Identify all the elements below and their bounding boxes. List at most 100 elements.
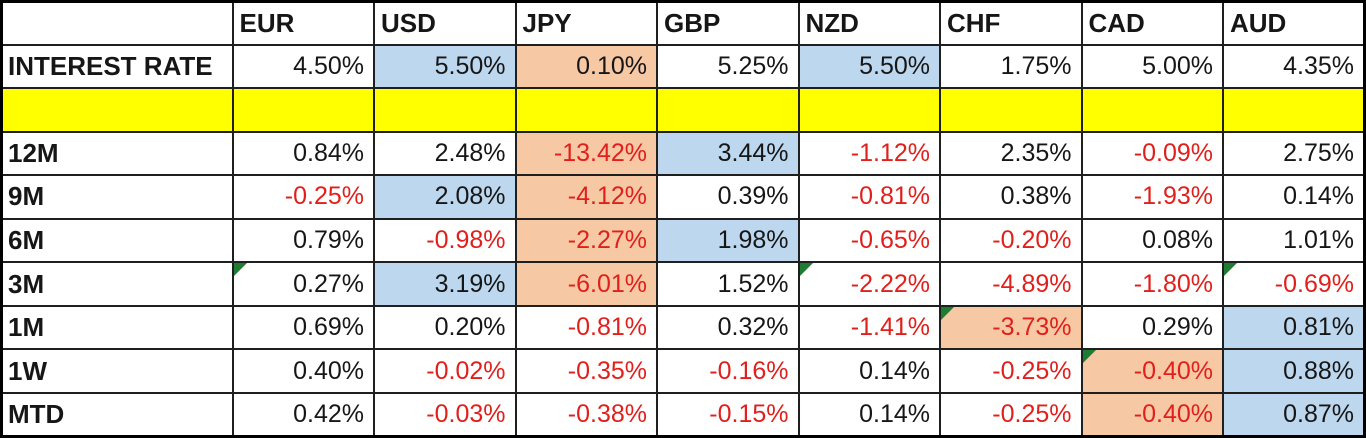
- value-cell[interactable]: 0.84%: [231, 130, 375, 177]
- value-cell[interactable]: -0.03%: [373, 391, 517, 438]
- cell-flag-triangle-icon: [800, 264, 813, 277]
- spacer-cell[interactable]: [514, 87, 658, 133]
- row-label[interactable]: [0, 87, 234, 133]
- value-cell[interactable]: 0.87%: [1222, 391, 1366, 438]
- spacer-cell[interactable]: [373, 87, 517, 133]
- value-cell[interactable]: -4.89%: [939, 261, 1083, 307]
- row-label[interactable]: 1M: [0, 304, 234, 351]
- cell-value: 3.19%: [434, 269, 506, 298]
- value-cell[interactable]: 5.50%: [373, 43, 517, 90]
- value-cell[interactable]: -0.40%: [1080, 348, 1224, 394]
- spacer-cell[interactable]: [1222, 87, 1366, 133]
- value-cell[interactable]: 0.79%: [231, 217, 375, 264]
- value-cell[interactable]: 5.25%: [656, 43, 800, 90]
- value-cell[interactable]: -0.25%: [231, 174, 375, 220]
- row-label[interactable]: 12M: [0, 130, 234, 177]
- row-label[interactable]: 6M: [0, 217, 234, 264]
- value-cell[interactable]: 0.69%: [231, 304, 375, 351]
- value-cell[interactable]: 2.35%: [939, 130, 1083, 177]
- value-cell[interactable]: -0.38%: [514, 391, 658, 438]
- value-cell[interactable]: -1.41%: [797, 304, 941, 351]
- column-header-chf[interactable]: CHF: [939, 0, 1083, 46]
- value-cell[interactable]: -0.15%: [656, 391, 800, 438]
- column-header-aud[interactable]: AUD: [1222, 0, 1366, 46]
- column-header-nzd[interactable]: NZD: [797, 0, 941, 46]
- value-cell[interactable]: -6.01%: [514, 261, 658, 307]
- corner-cell[interactable]: [0, 0, 234, 46]
- spacer-cell[interactable]: [939, 87, 1083, 133]
- value-cell[interactable]: -0.98%: [373, 217, 517, 264]
- cell-value: 2.35%: [1000, 138, 1072, 167]
- value-cell[interactable]: 0.27%: [231, 261, 375, 307]
- value-cell[interactable]: 3.44%: [656, 130, 800, 177]
- value-cell[interactable]: -0.16%: [656, 348, 800, 394]
- value-cell[interactable]: 0.32%: [656, 304, 800, 351]
- value-cell[interactable]: -0.81%: [514, 304, 658, 351]
- value-cell[interactable]: -0.69%: [1222, 261, 1366, 307]
- value-cell[interactable]: 1.01%: [1222, 217, 1366, 264]
- value-cell[interactable]: 0.14%: [1222, 174, 1366, 220]
- value-cell[interactable]: 0.81%: [1222, 304, 1366, 351]
- value-cell[interactable]: 0.29%: [1080, 304, 1224, 351]
- column-header-cad[interactable]: CAD: [1080, 0, 1224, 46]
- row-label[interactable]: 1W: [0, 348, 234, 394]
- value-cell[interactable]: 0.14%: [797, 391, 941, 438]
- value-cell[interactable]: 0.88%: [1222, 348, 1366, 394]
- value-cell[interactable]: 4.35%: [1222, 43, 1366, 90]
- cell-value: -1.12%: [850, 138, 930, 167]
- value-cell[interactable]: -1.12%: [797, 130, 941, 177]
- value-cell[interactable]: -0.20%: [939, 217, 1083, 264]
- value-cell[interactable]: -0.25%: [939, 348, 1083, 394]
- row-label[interactable]: 3M: [0, 261, 234, 307]
- value-cell[interactable]: -0.81%: [797, 174, 941, 220]
- value-cell[interactable]: 5.00%: [1080, 43, 1224, 90]
- spacer-cell[interactable]: [656, 87, 800, 133]
- value-cell[interactable]: 0.14%: [797, 348, 941, 394]
- value-cell[interactable]: 3.19%: [373, 261, 517, 307]
- value-cell[interactable]: 1.98%: [656, 217, 800, 264]
- column-header-jpy[interactable]: JPY: [514, 0, 658, 46]
- spacer-cell[interactable]: [1080, 87, 1224, 133]
- value-cell[interactable]: -4.12%: [514, 174, 658, 220]
- value-cell[interactable]: -3.73%: [939, 304, 1083, 351]
- value-cell[interactable]: 0.38%: [939, 174, 1083, 220]
- value-cell[interactable]: -0.65%: [797, 217, 941, 264]
- value-cell[interactable]: -0.25%: [939, 391, 1083, 438]
- spacer-cell[interactable]: [797, 87, 941, 133]
- value-cell[interactable]: -0.40%: [1080, 391, 1224, 438]
- value-cell[interactable]: -2.22%: [797, 261, 941, 307]
- cell-value: -0.09%: [1133, 138, 1213, 167]
- value-cell[interactable]: 4.50%: [231, 43, 375, 90]
- value-cell[interactable]: -2.27%: [514, 217, 658, 264]
- value-cell[interactable]: 2.75%: [1222, 130, 1366, 177]
- value-cell[interactable]: 2.08%: [373, 174, 517, 220]
- value-cell[interactable]: 0.40%: [231, 348, 375, 394]
- value-cell[interactable]: -13.42%: [514, 130, 658, 177]
- value-cell[interactable]: -0.09%: [1080, 130, 1224, 177]
- value-cell[interactable]: -1.93%: [1080, 174, 1224, 220]
- cell-value: 0.69%: [293, 313, 364, 342]
- cell-value: -4.89%: [992, 269, 1072, 298]
- row-label[interactable]: INTEREST RATE: [0, 43, 234, 90]
- value-cell[interactable]: 5.50%: [797, 43, 941, 90]
- value-cell[interactable]: 1.52%: [656, 261, 800, 307]
- cell-value: 5.25%: [717, 51, 789, 80]
- row-label[interactable]: 9M: [0, 174, 234, 220]
- value-cell[interactable]: -0.35%: [514, 348, 658, 394]
- cell-value: 0.29%: [1142, 313, 1213, 342]
- value-cell[interactable]: 0.10%: [514, 43, 658, 90]
- value-cell[interactable]: 1.75%: [939, 43, 1083, 90]
- value-cell[interactable]: -1.80%: [1080, 261, 1224, 307]
- spacer-cell[interactable]: [231, 87, 375, 133]
- value-cell[interactable]: 0.08%: [1080, 217, 1224, 264]
- cell-value: -2.22%: [850, 269, 930, 298]
- row-label[interactable]: MTD: [0, 391, 234, 438]
- column-header-gbp[interactable]: GBP: [656, 0, 800, 46]
- column-header-eur[interactable]: EUR: [231, 0, 375, 46]
- value-cell[interactable]: 0.20%: [373, 304, 517, 351]
- column-header-usd[interactable]: USD: [373, 0, 517, 46]
- value-cell[interactable]: -0.02%: [373, 348, 517, 394]
- value-cell[interactable]: 0.39%: [656, 174, 800, 220]
- value-cell[interactable]: 2.48%: [373, 130, 517, 177]
- value-cell[interactable]: 0.42%: [231, 391, 375, 438]
